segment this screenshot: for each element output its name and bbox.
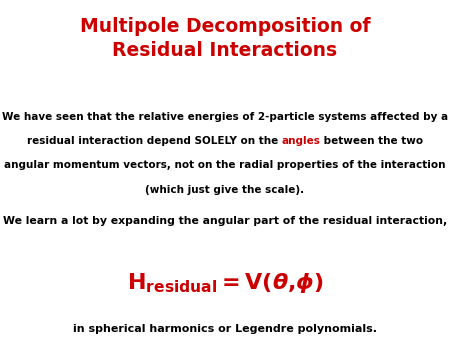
Text: in spherical harmonics or Legendre polynomials.: in spherical harmonics or Legendre polyn… (73, 324, 377, 334)
Text: between the two: between the two (320, 136, 423, 146)
Text: We learn a lot by expanding the angular part of the residual interaction,: We learn a lot by expanding the angular … (3, 216, 447, 226)
Text: (which just give the scale).: (which just give the scale). (145, 185, 305, 195)
Text: We have seen that the relative energies of 2-particle systems affected by a: We have seen that the relative energies … (2, 112, 448, 122)
Text: angular momentum vectors, not on the radial properties of the interaction: angular momentum vectors, not on the rad… (4, 160, 446, 170)
Text: Multipole Decomposition of
Residual Interactions: Multipole Decomposition of Residual Inte… (80, 17, 370, 60)
Text: angles: angles (281, 136, 320, 146)
Text: residual interaction depend SOLELY on the: residual interaction depend SOLELY on th… (27, 136, 281, 146)
Text: $\mathbf{H}_{\mathrm{\mathbf{residual}}} \mathbf{= V(}\boldsymbol{\theta}\mathbf: $\mathbf{H}_{\mathrm{\mathbf{residual}}}… (126, 270, 324, 295)
